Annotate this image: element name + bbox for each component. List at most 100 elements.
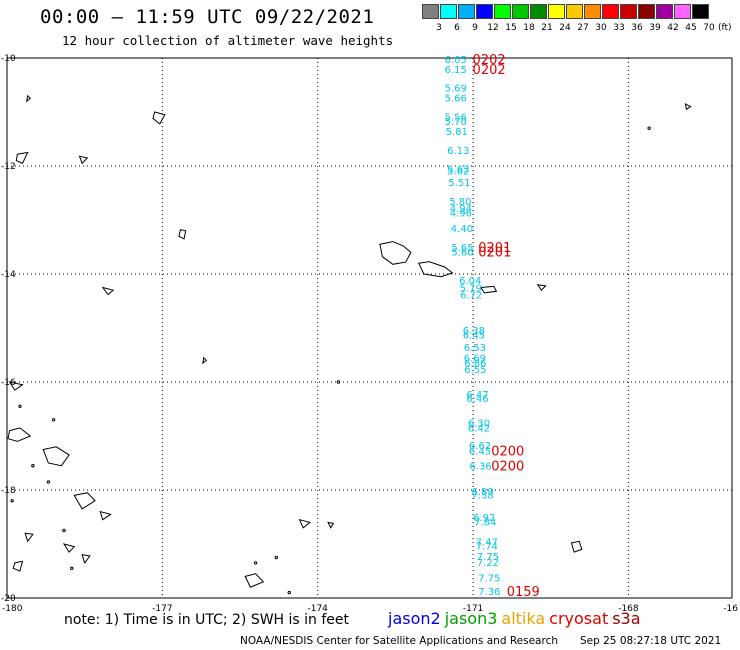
island-outline [7, 427, 32, 442]
colorbar-label: 24 [559, 23, 571, 33]
mission-jason3: jason3 [444, 609, 498, 628]
colorbar-label: 36 [631, 23, 643, 33]
islet-outline [31, 464, 35, 468]
swh-value: 6.62 [469, 441, 491, 452]
island-outline [25, 94, 32, 103]
swh-value: 4.94 [450, 204, 472, 215]
islet-outline [253, 561, 258, 565]
island-outline [479, 285, 498, 294]
pass-time: 0201 [478, 245, 511, 260]
island-outline [570, 540, 583, 553]
island-outline [81, 554, 91, 564]
swh-value: 6.55 [464, 365, 486, 376]
generation-timestamp: Sep 25 08:27:18 UTC 2021 [580, 635, 722, 647]
swh-value: 6.72 [460, 291, 482, 302]
units-note: note: 1) Time is in UTC; 2) SWH is in fe… [64, 612, 350, 628]
swh-value: 7.74 [476, 542, 498, 553]
swh-value: 5.81 [446, 127, 468, 138]
swh-value-labels: 6.056.15 5.695.66 5.565.705.81 6.13 5.635.62… [445, 55, 501, 598]
coastlines [7, 94, 692, 595]
swh-value: 7.84 [474, 517, 496, 528]
swh-value: 4.40 [451, 224, 473, 235]
swh-value: 4.96 [450, 208, 472, 219]
island-outline [24, 532, 34, 543]
swh-value: 5.62 [447, 166, 469, 177]
island-outline [298, 518, 311, 529]
colorbar-label: 21 [541, 23, 553, 33]
swh-value: 6.36 [469, 462, 491, 473]
map-border [6, 57, 733, 599]
swh-value: 6.89 [472, 487, 494, 498]
colorbar-unit: (ft) [718, 23, 732, 33]
swh-value: 5.69 [445, 84, 467, 95]
longitude-label: -16 [723, 604, 738, 614]
swh-value: 6.04 [459, 276, 481, 287]
colorbar-label: 30 [595, 23, 607, 33]
longitude-label: -174 [307, 604, 328, 614]
island-outline [417, 261, 454, 278]
island-outline [42, 446, 70, 467]
swh-value: 6.53 [464, 343, 486, 354]
islet-outline [336, 380, 341, 384]
island-outline [202, 356, 208, 365]
island-outline [327, 521, 335, 529]
longitude-label: -177 [152, 604, 172, 614]
islet-outline [70, 566, 74, 570]
swh-value: 6.13 [447, 146, 469, 157]
colorbar-swatch [476, 4, 493, 19]
islet-outline [51, 418, 56, 422]
colorbar-label: 42 [667, 23, 679, 33]
swh-value: 5.80 [449, 197, 471, 208]
pass-time: 0201 [478, 241, 511, 256]
colorbar-swatch [458, 4, 475, 19]
island-outline [536, 284, 547, 291]
pass-time: 0202 [473, 53, 506, 68]
colorbar-label: 12 [487, 23, 499, 33]
swh-value: 7.22 [477, 558, 499, 569]
islet-outline [62, 528, 66, 533]
swh-value: 5.56 [445, 112, 467, 123]
map-grid [7, 58, 732, 598]
mission-jason2: jason2 [388, 609, 441, 628]
longitude-label: -180 [2, 604, 23, 614]
colorbar-label: 27 [577, 23, 589, 33]
colorbar-label: 39 [649, 23, 661, 33]
colorbar-swatch [530, 4, 547, 19]
pass-time: 0200 [491, 445, 524, 460]
islet-outline [274, 555, 278, 560]
swh-value: 6.05 [445, 55, 467, 66]
island-outline [15, 151, 29, 164]
map-subtitle: 12 hour collection of altimeter wave hei… [62, 33, 394, 48]
colorbar-swatch [548, 4, 565, 19]
colorbar-label: 9 [472, 23, 478, 33]
credit-line: NOAA/NESDIS Center for Satellite Applica… [240, 635, 558, 647]
map-axis-labels: -10 -12 -14 -16 -18 -20-180 -177 -174 -171 -168 -1… [1, 54, 738, 614]
island-outline [73, 492, 96, 510]
latitude-label: -12 [1, 162, 16, 172]
swh-value: 6.46 [466, 394, 488, 405]
swh-value: 6.45 [463, 330, 485, 341]
colorbar-label: 3 [436, 23, 442, 33]
island-outline [684, 102, 692, 111]
island-outline [152, 111, 166, 125]
swh-value: 6.45 [469, 447, 491, 458]
longitude-label: -168 [618, 604, 639, 614]
colorbar-swatch [638, 4, 655, 19]
pass-time: 0202 [473, 63, 506, 78]
swh-value: 6.42 [468, 423, 490, 434]
latitude-label: -20 [1, 594, 16, 604]
island-outline [101, 286, 115, 296]
swh-value: 6.47 [466, 390, 488, 401]
swh-value: 7.75 [477, 552, 499, 563]
colorbar-swatch [440, 4, 457, 19]
colorbar-swatch [512, 4, 529, 19]
swh-value: 6.86 [464, 359, 486, 370]
island-outline [62, 543, 76, 553]
swh-value: 5.51 [448, 178, 470, 189]
swh-value: 6.69 [464, 354, 486, 365]
island-outline [99, 510, 112, 521]
colorbar-swatch [602, 4, 619, 19]
colorbar-swatch [566, 4, 583, 19]
